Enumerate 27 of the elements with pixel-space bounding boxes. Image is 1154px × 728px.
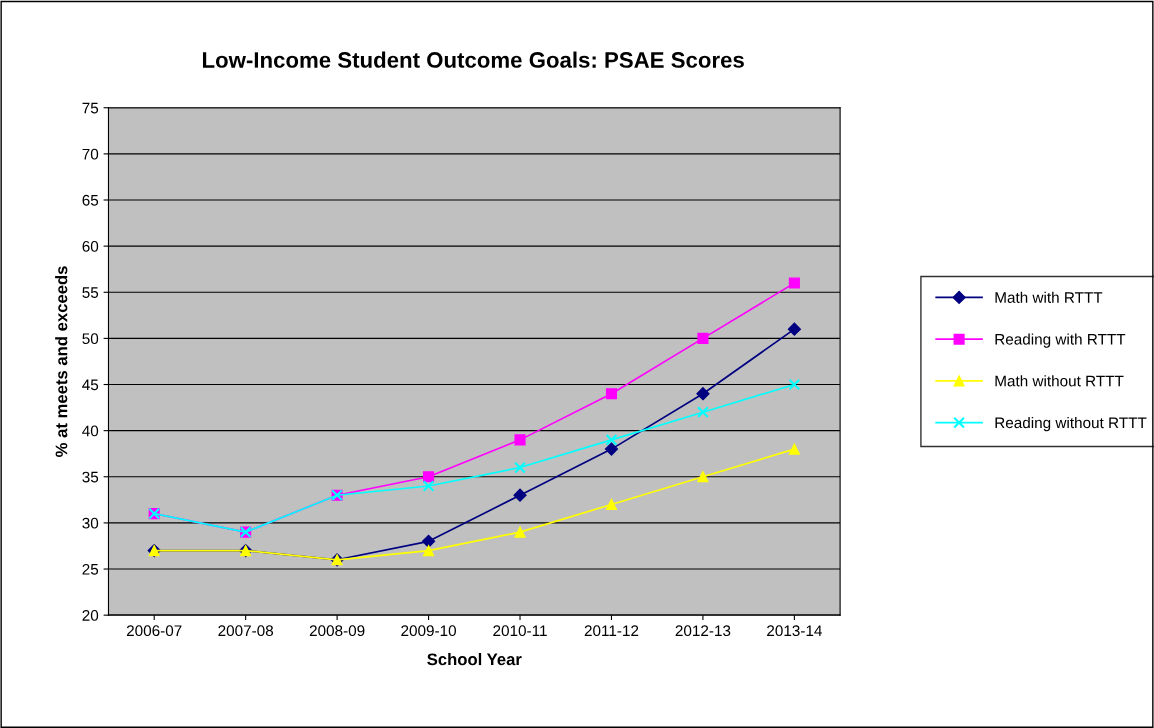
x-tick-label: 2007-08: [218, 625, 274, 637]
y-tick-label: 40: [82, 425, 99, 437]
y-tick-label: 50: [82, 333, 99, 345]
x-axis-title: School Year: [427, 653, 522, 666]
y-axis-title: % at meets and exceeds: [55, 266, 68, 457]
y-tick-label: 75: [82, 102, 99, 114]
legend-label: Math with RTTT: [995, 291, 1103, 303]
y-tick-label: 55: [82, 287, 99, 298]
legend-label: Math without RTTT: [995, 375, 1124, 387]
x-tick-label: 2013-14: [767, 625, 822, 637]
y-tick-label: 30: [82, 517, 99, 529]
legend-label: Reading without RTTT: [995, 416, 1147, 432]
x-tick-label: 2008-09: [309, 625, 365, 637]
y-tick-label: 60: [82, 241, 99, 252]
x-tick-label: 2006-07: [126, 625, 182, 637]
y-tick-label: 25: [82, 563, 99, 575]
y-tick-label: 35: [82, 471, 99, 483]
x-tick-label: 2012-13: [675, 625, 731, 637]
y-tick-label: 45: [82, 379, 99, 391]
x-tick-label: 2011-12: [584, 625, 639, 637]
y-tick-label: 65: [82, 194, 99, 206]
y-tick-label: 20: [82, 610, 99, 621]
legend-label: Reading with RTTT: [995, 333, 1126, 348]
y-tick-label: 70: [82, 148, 99, 160]
x-tick-label: 2010-11: [493, 625, 547, 637]
chart-title: Low-Income Student Outcome Goals: PSAE Scores: [202, 51, 744, 68]
x-tick-label: 2009-10: [401, 625, 457, 637]
